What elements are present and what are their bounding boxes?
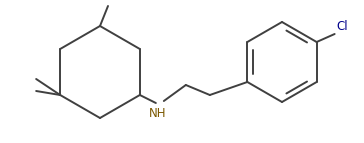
Text: NH: NH: [149, 107, 167, 120]
Text: Cl: Cl: [337, 20, 348, 33]
